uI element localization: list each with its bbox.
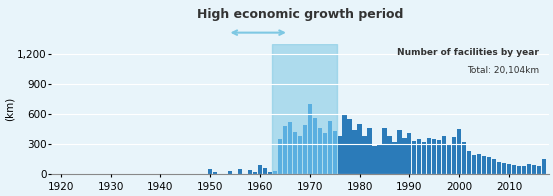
Y-axis label: (km): (km): [4, 97, 14, 121]
Bar: [352, 130, 357, 174]
Bar: [472, 155, 476, 174]
Bar: [492, 159, 496, 174]
Bar: [477, 154, 481, 174]
Bar: [417, 139, 421, 174]
Bar: [482, 156, 486, 174]
Bar: [367, 128, 372, 174]
Bar: [507, 164, 511, 174]
Bar: [407, 133, 411, 174]
Bar: [208, 169, 212, 174]
Bar: [322, 133, 327, 174]
Bar: [502, 163, 506, 174]
Text: High economic growth period: High economic growth period: [197, 8, 403, 21]
Bar: [397, 130, 401, 174]
Bar: [452, 137, 456, 174]
Bar: [302, 125, 307, 174]
Bar: [392, 142, 397, 174]
Bar: [273, 44, 337, 174]
Bar: [442, 136, 446, 174]
Bar: [298, 136, 302, 174]
Bar: [517, 166, 521, 174]
Bar: [342, 114, 347, 174]
Bar: [253, 172, 257, 174]
Bar: [487, 157, 491, 174]
Bar: [238, 169, 242, 174]
Bar: [377, 145, 382, 174]
Bar: [437, 140, 441, 174]
Bar: [427, 138, 431, 174]
Bar: [467, 151, 471, 174]
Bar: [537, 166, 541, 174]
Bar: [542, 159, 546, 174]
Bar: [497, 162, 501, 174]
Bar: [268, 172, 272, 174]
Bar: [273, 171, 277, 174]
Bar: [248, 170, 252, 174]
Bar: [362, 136, 367, 174]
Bar: [402, 138, 406, 174]
Bar: [288, 122, 292, 174]
Bar: [327, 121, 332, 174]
Bar: [462, 142, 466, 174]
Bar: [228, 171, 232, 174]
Bar: [278, 139, 282, 174]
Text: Number of facilities by year: Number of facilities by year: [397, 48, 539, 57]
Bar: [412, 141, 416, 174]
Bar: [213, 172, 217, 174]
Bar: [307, 104, 312, 174]
Bar: [512, 165, 516, 174]
Bar: [337, 136, 342, 174]
Bar: [258, 165, 262, 174]
Bar: [312, 118, 317, 174]
Bar: [332, 131, 337, 174]
Bar: [283, 126, 287, 174]
Bar: [532, 165, 536, 174]
Bar: [372, 146, 377, 174]
Bar: [522, 166, 526, 174]
Bar: [447, 144, 451, 174]
Bar: [382, 128, 387, 174]
Bar: [263, 168, 267, 174]
Text: Total: 20,104km: Total: 20,104km: [467, 66, 539, 75]
Bar: [527, 164, 531, 174]
Bar: [347, 119, 352, 174]
Bar: [387, 136, 392, 174]
Bar: [293, 132, 297, 174]
Bar: [357, 124, 362, 174]
Bar: [457, 129, 461, 174]
Bar: [317, 128, 322, 174]
Bar: [432, 139, 436, 174]
Bar: [422, 142, 426, 174]
